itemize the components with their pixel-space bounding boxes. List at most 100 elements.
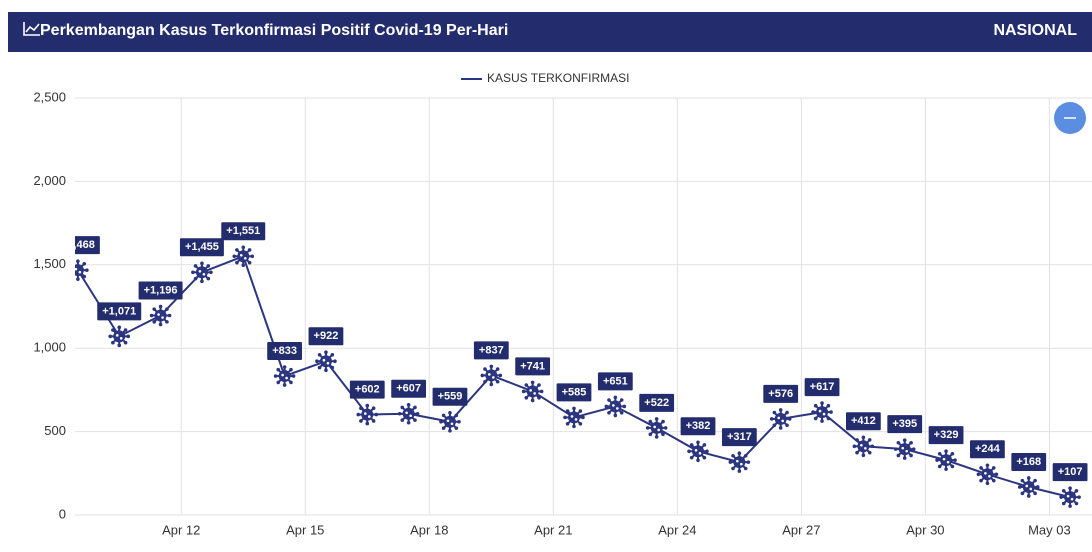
marker-spike-tip — [613, 395, 618, 400]
virus-marker — [852, 435, 875, 458]
marker-spike-tip — [165, 320, 169, 324]
marker-spike-tip — [108, 334, 113, 339]
marker-spike-tip — [785, 410, 789, 415]
marker-body — [692, 445, 705, 458]
marker-dot — [616, 407, 619, 410]
marker-spike-tip — [778, 426, 783, 430]
marker-spike-tip — [867, 438, 872, 442]
header-icon — [23, 22, 40, 36]
marker-dot — [363, 412, 367, 415]
marker-spike-tip — [743, 466, 748, 471]
marker-body — [237, 250, 250, 263]
value-label: +244 — [970, 440, 1005, 459]
marker-spike-tip — [524, 383, 529, 387]
marker-dot — [574, 418, 578, 421]
value-label: +395 — [887, 415, 923, 434]
marker-spike-tip — [991, 466, 996, 470]
marker-spike-tip — [867, 450, 872, 455]
value-label: +1,071 — [97, 302, 142, 321]
marker-dot — [533, 392, 536, 395]
x-tick-label: Apr 27 — [782, 522, 820, 537]
value-label-box — [556, 383, 592, 402]
value-label-box — [221, 222, 266, 241]
value-label-box — [391, 379, 427, 398]
value-label: +1,455 — [179, 238, 224, 257]
plot: +1,468 +1,071 +1,196 +1,455 +1,551 +833 +922 +6… — [70, 97, 1092, 516]
marker-spike-tip — [247, 260, 252, 265]
marker-spike-tip — [70, 275, 74, 279]
virus-marker — [976, 463, 999, 486]
value-label-text: +395 — [892, 418, 917, 430]
marker-spike-tip — [365, 421, 370, 426]
value-label-text: +607 — [396, 383, 421, 395]
marker-spike-tip — [855, 438, 859, 442]
marker-spike-tip — [728, 460, 733, 464]
value-label: +576 — [763, 384, 799, 403]
virus-marker — [108, 325, 131, 348]
marker-spike-tip — [483, 367, 487, 371]
marker-spike-tip — [359, 419, 363, 423]
value-label-text: +1,455 — [185, 241, 219, 253]
marker-spike-tip — [289, 380, 293, 385]
value-label: +602 — [349, 380, 385, 399]
value-label-box — [887, 415, 923, 434]
marker-spike-tip — [820, 401, 824, 405]
virus-marker — [521, 380, 544, 403]
value-label-box — [1052, 463, 1088, 482]
x-tick-label: Apr 30 — [906, 522, 944, 537]
marker-dot — [1070, 497, 1074, 501]
marker-spike-tip — [282, 383, 287, 387]
value-label-text: +833 — [272, 345, 297, 357]
marker-dot — [612, 404, 615, 407]
marker-spike-tip — [206, 264, 211, 268]
value-label-text: +107 — [1058, 466, 1083, 478]
virus-marker — [439, 410, 461, 433]
marker-spike-tip — [619, 398, 624, 402]
marker-spike-tip — [870, 444, 875, 449]
value-label-text: +1,196 — [144, 284, 178, 296]
marker-spike-tip — [315, 359, 319, 364]
marker-body — [113, 330, 126, 343]
virus-marker — [273, 365, 296, 387]
marker-spike-tip — [356, 412, 361, 417]
value-label-box — [75, 236, 100, 255]
marker-dot — [740, 462, 743, 466]
y-tick-label: 2,500 — [33, 89, 66, 104]
marker-spike-tip — [937, 464, 942, 469]
marker-spike-tip — [158, 322, 163, 327]
legend-label: KASUS TERKONFIRMASI — [487, 71, 629, 85]
marker-spike-tip — [861, 453, 866, 458]
marker-spike-tip — [663, 426, 668, 430]
virus-marker — [1059, 486, 1081, 508]
marker-spike-tip — [785, 423, 789, 428]
marker-spike-tip — [1020, 478, 1025, 483]
marker-body — [609, 400, 622, 413]
marker-spike-tip — [441, 413, 446, 418]
marker-spike-tip — [994, 472, 999, 477]
marker-body — [774, 412, 787, 425]
marker-dot — [119, 337, 123, 340]
marker-spike-tip — [537, 383, 541, 387]
value-label-box — [970, 440, 1005, 459]
marker-spike-tip — [1074, 501, 1079, 506]
value-label-text: +922 — [314, 330, 339, 342]
marker-spike-tip — [521, 389, 526, 394]
virus-marker — [893, 438, 916, 460]
marker-spike-tip — [950, 451, 955, 456]
marker-dot — [78, 270, 82, 274]
value-label: +522 — [639, 393, 675, 412]
marker-spike-tip — [1033, 478, 1037, 483]
marker-spike-tip — [191, 270, 195, 275]
marker-spike-tip — [371, 406, 376, 411]
value-label-box — [179, 238, 224, 257]
marker-body — [1022, 480, 1035, 493]
x-tick-label: Apr 21 — [534, 522, 572, 537]
value-label: +585 — [556, 383, 592, 402]
marker-spike-tip — [1068, 486, 1072, 490]
marker-spike-tip — [235, 260, 239, 265]
value-label: +741 — [515, 357, 551, 376]
marker-spike-tip — [953, 458, 957, 462]
marker-spike-tip — [70, 262, 74, 266]
marker-dot — [1029, 487, 1033, 491]
marker-spike-tip — [400, 418, 405, 422]
